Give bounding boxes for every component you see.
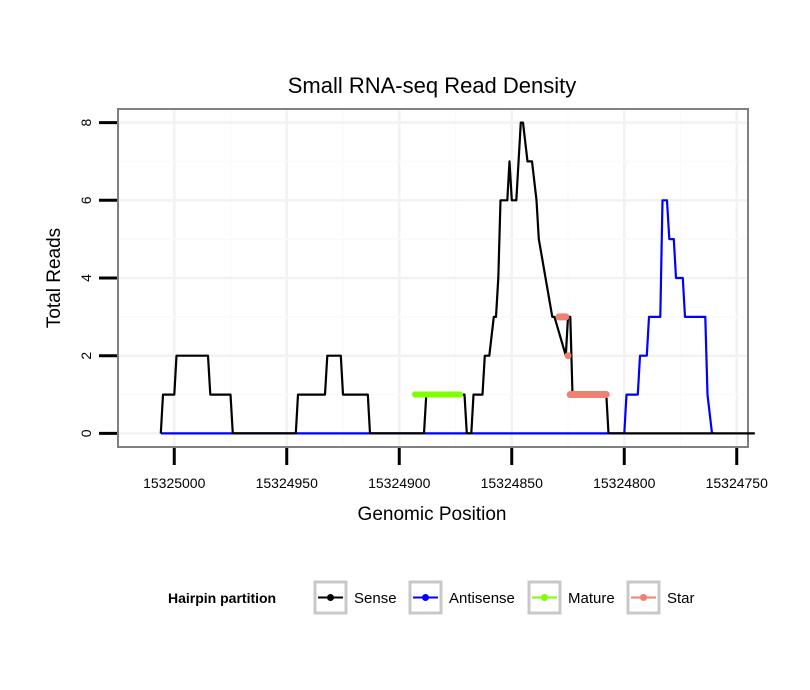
x-tick-label: 15325000 (143, 475, 206, 491)
x-tick-label: 15324850 (481, 475, 544, 491)
y-tick-label: 6 (78, 196, 94, 204)
legend-label: Antisense (449, 590, 515, 607)
sense-series-line (159, 121, 755, 435)
x-axis-title: Genomic Position (358, 504, 507, 525)
star-point (564, 352, 572, 360)
antisense-series-line (160, 199, 715, 435)
legend-label: Mature (568, 590, 615, 607)
y-tick-label: 8 (78, 118, 94, 126)
legend-label: Star (667, 590, 695, 607)
x-tick-label: 15324750 (706, 475, 769, 491)
y-tick-label: 0 (78, 429, 94, 437)
legend: Hairpin partition Sense Antisense Mature St… (168, 580, 695, 615)
x-axis: 15325000 15324950 15324900 15324850 15324800… (143, 448, 768, 491)
legend-key-point (327, 594, 334, 601)
y-tick-label: 4 (78, 274, 94, 282)
y-axis: 0 2 4 6 8 (78, 118, 117, 437)
legend-key-point (640, 594, 647, 601)
x-tick-label: 15324900 (368, 475, 431, 491)
legend-key-point (422, 594, 429, 601)
legend-label: Sense (354, 590, 397, 607)
x-tick-label: 15324950 (256, 475, 319, 491)
y-axis-title: Total Reads (44, 228, 65, 328)
chart-title: Small RNA-seq Read Density (288, 73, 577, 98)
legend-key-point (541, 594, 548, 601)
legend-title: Hairpin partition (168, 590, 276, 606)
x-tick-label: 15324800 (593, 475, 656, 491)
y-tick-label: 2 (78, 352, 94, 360)
series-layer (159, 121, 755, 435)
